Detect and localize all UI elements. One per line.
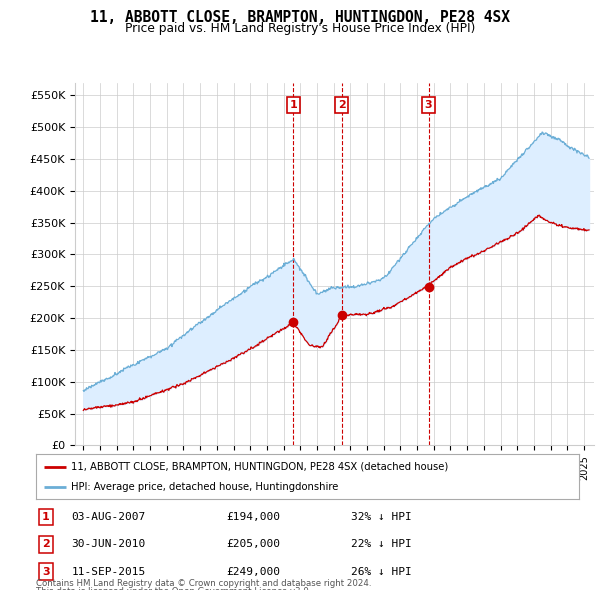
Text: 11-SEP-2015: 11-SEP-2015 [71,566,146,576]
Text: 2: 2 [338,100,346,110]
Text: £249,000: £249,000 [226,566,280,576]
Text: This data is licensed under the Open Government Licence v3.0.: This data is licensed under the Open Gov… [36,587,311,590]
Text: 11, ABBOTT CLOSE, BRAMPTON, HUNTINGDON, PE28 4SX: 11, ABBOTT CLOSE, BRAMPTON, HUNTINGDON, … [90,10,510,25]
Text: £205,000: £205,000 [226,539,280,549]
Text: 11, ABBOTT CLOSE, BRAMPTON, HUNTINGDON, PE28 4SX (detached house): 11, ABBOTT CLOSE, BRAMPTON, HUNTINGDON, … [71,462,449,471]
Text: £194,000: £194,000 [226,512,280,522]
Text: 3: 3 [425,100,433,110]
Text: 1: 1 [42,512,50,522]
Text: HPI: Average price, detached house, Huntingdonshire: HPI: Average price, detached house, Hunt… [71,483,338,493]
Text: Price paid vs. HM Land Registry's House Price Index (HPI): Price paid vs. HM Land Registry's House … [125,22,475,35]
Text: 2: 2 [42,539,50,549]
Text: 1: 1 [290,100,298,110]
Text: 03-AUG-2007: 03-AUG-2007 [71,512,146,522]
Text: 3: 3 [42,566,50,576]
Text: 26% ↓ HPI: 26% ↓ HPI [351,566,412,576]
Text: Contains HM Land Registry data © Crown copyright and database right 2024.: Contains HM Land Registry data © Crown c… [36,579,371,588]
Text: 22% ↓ HPI: 22% ↓ HPI [351,539,412,549]
Text: 32% ↓ HPI: 32% ↓ HPI [351,512,412,522]
Text: 30-JUN-2010: 30-JUN-2010 [71,539,146,549]
